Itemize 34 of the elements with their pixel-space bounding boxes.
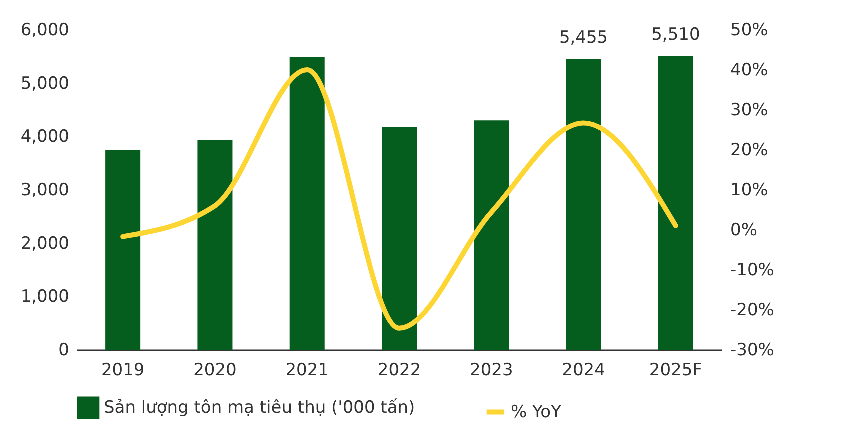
x-tick-label: 2024 <box>562 360 606 380</box>
y2-tick-label: 20% <box>730 140 768 160</box>
data-label: 5,510 <box>652 25 700 46</box>
y-tick-label: 4,000 <box>20 127 70 148</box>
y2-tick-label: -20% <box>730 300 774 320</box>
y-tick-label: 2,000 <box>20 234 70 254</box>
y2-tick-label: 10% <box>730 180 768 200</box>
y-tick-label: 0 <box>58 340 70 360</box>
bar <box>382 127 418 350</box>
y2-tick-label: 50% <box>730 20 768 40</box>
y2-tick-label: 0% <box>730 220 758 240</box>
bar <box>290 57 325 350</box>
bar <box>658 56 694 350</box>
y-tick-label: 6,000 <box>20 20 70 40</box>
y-tick-label: 5,000 <box>20 74 70 94</box>
x-tick-label: 2025F <box>649 360 702 380</box>
y-tick-label: 1,000 <box>20 287 70 308</box>
legend-label: % YoY <box>511 402 562 422</box>
y2-tick-label: -30% <box>730 340 774 360</box>
y2-tick-label: -10% <box>730 260 774 280</box>
bar <box>106 150 141 350</box>
y-tick-label: 3,000 <box>20 180 70 200</box>
bar <box>474 120 510 350</box>
legend-label: Sản lượng tôn mạ tiêu thụ ('000 tấn) <box>104 398 416 418</box>
x-tick-label: 2019 <box>101 360 145 380</box>
y2-tick-label: 40% <box>730 60 768 80</box>
x-tick-label: 2020 <box>194 360 237 380</box>
x-tick-label: 2023 <box>470 360 514 380</box>
y2-tick-label: 30% <box>730 100 768 120</box>
bar <box>566 59 602 350</box>
x-tick-label: 2022 <box>378 360 422 380</box>
bar <box>198 140 233 350</box>
x-tick-label: 2021 <box>286 360 329 380</box>
data-label: 5,455 <box>559 28 608 48</box>
